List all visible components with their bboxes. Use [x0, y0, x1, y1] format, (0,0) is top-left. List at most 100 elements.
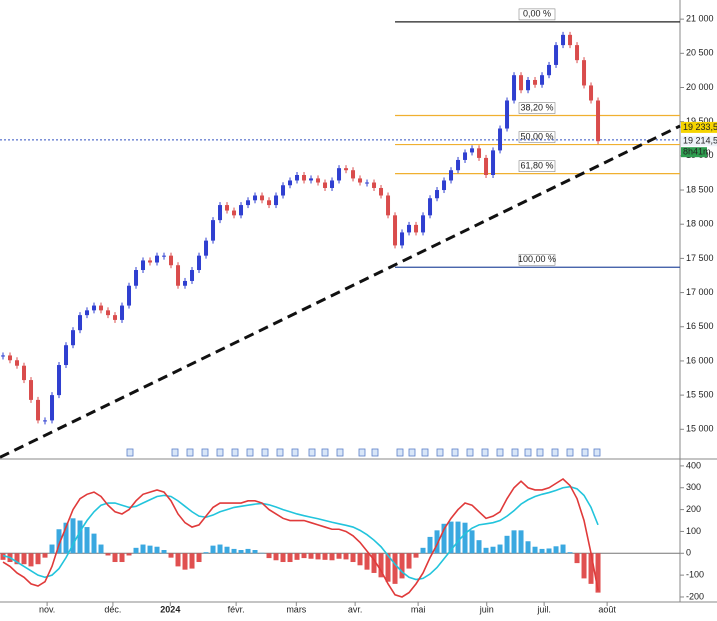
candle — [484, 158, 488, 175]
histogram-bar — [29, 553, 34, 566]
candle — [337, 168, 341, 180]
event-icon — [359, 449, 365, 456]
event-icon — [512, 449, 518, 456]
histogram-bar — [491, 547, 496, 554]
fib-label: 100,00 % — [518, 254, 556, 264]
histogram-bar — [183, 553, 188, 569]
histogram-bar — [211, 546, 216, 554]
histogram-bar — [302, 553, 307, 558]
histogram-bar — [295, 553, 300, 560]
candle — [456, 160, 460, 170]
event-icon — [247, 449, 253, 456]
candle — [253, 196, 257, 201]
candle — [540, 75, 544, 85]
candle — [148, 260, 152, 262]
histogram-bar — [36, 553, 41, 564]
candle — [204, 241, 208, 256]
candle — [393, 215, 397, 245]
histogram-bar — [253, 550, 258, 553]
histogram-bar — [85, 527, 90, 553]
candle — [442, 180, 446, 190]
histogram-bar — [190, 553, 195, 568]
candle — [155, 256, 159, 263]
histogram-bar — [407, 553, 412, 568]
event-icon — [437, 449, 443, 456]
candle — [15, 360, 19, 365]
candle — [554, 45, 558, 65]
histogram-bar — [547, 548, 552, 553]
candle — [141, 260, 145, 270]
histogram-bar — [344, 553, 349, 559]
candle — [274, 196, 278, 206]
histogram-bar — [512, 530, 517, 553]
histogram-bar — [92, 534, 97, 554]
histogram-bar — [400, 553, 405, 578]
histogram-bar — [561, 545, 566, 554]
y-tick-label: 17 000 — [686, 287, 714, 297]
histogram-bar — [421, 548, 426, 553]
histogram-bar — [239, 550, 244, 553]
event-icon — [292, 449, 298, 456]
histogram-bar — [288, 553, 293, 562]
candle — [596, 100, 600, 141]
x-tick-label: août — [598, 604, 616, 614]
candle — [288, 180, 292, 185]
candle — [64, 345, 68, 365]
candle — [358, 178, 362, 182]
histogram-bar — [526, 541, 531, 553]
histogram-bar — [169, 553, 174, 557]
x-tick-label: févr. — [228, 604, 245, 614]
x-tick-label: déc. — [104, 604, 121, 614]
histogram-bar — [127, 553, 132, 555]
candle — [22, 366, 26, 380]
y-tick-label: 0 — [686, 548, 691, 558]
candle — [547, 65, 551, 75]
candle — [239, 205, 243, 215]
candle — [1, 355, 5, 356]
histogram-bar — [99, 545, 104, 554]
histogram-bar — [281, 553, 286, 562]
histogram-bar — [463, 523, 468, 554]
candle — [498, 129, 502, 151]
candle — [323, 183, 327, 188]
y-tick-label: 15 500 — [686, 389, 714, 399]
candle — [8, 355, 12, 360]
histogram-bar — [22, 553, 27, 564]
candle — [127, 286, 131, 306]
histogram-bar — [141, 545, 146, 554]
candle — [372, 183, 376, 188]
event-icon — [372, 449, 378, 456]
candle — [344, 168, 348, 170]
candle — [176, 265, 180, 286]
histogram-bar — [351, 553, 356, 562]
histogram-bar — [134, 548, 139, 553]
candle — [561, 35, 565, 45]
histogram-bar — [414, 553, 419, 557]
candle — [414, 225, 418, 233]
event-icon — [172, 449, 178, 456]
candle — [526, 80, 530, 90]
histogram-bar — [519, 530, 524, 553]
histogram-bar — [274, 553, 279, 560]
histogram-bar — [113, 553, 118, 562]
histogram-bar — [309, 553, 314, 558]
y-tick-label: 20 500 — [686, 48, 714, 58]
x-tick-label: avr. — [348, 604, 363, 614]
candle — [50, 395, 54, 420]
histogram-bar — [428, 537, 433, 553]
histogram-bar — [43, 553, 48, 557]
candle — [421, 215, 425, 232]
candle — [169, 256, 173, 266]
countdown-label: 8h41m — [683, 147, 711, 157]
candle — [78, 315, 82, 330]
candle — [491, 150, 495, 175]
histogram-bar — [575, 553, 580, 563]
y-tick-label: 17 500 — [686, 253, 714, 263]
histogram-bar — [484, 548, 489, 553]
candle — [407, 225, 411, 233]
histogram-bar — [225, 547, 230, 554]
y-tick-label: 16 500 — [686, 321, 714, 331]
y-tick-label: 200 — [686, 504, 701, 514]
y-tick-label: 100 — [686, 526, 701, 536]
